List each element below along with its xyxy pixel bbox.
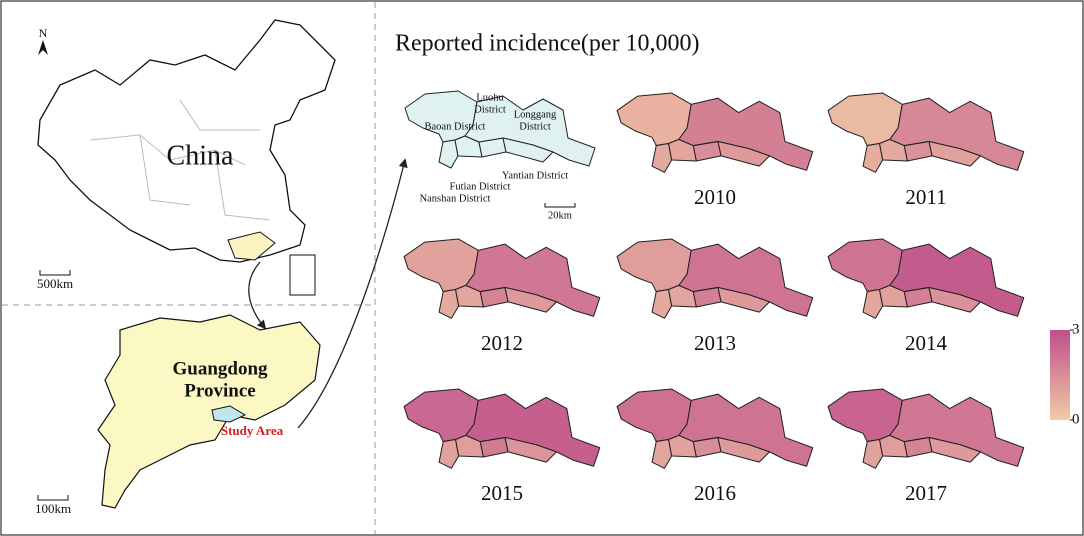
south-sea-inset <box>289 254 316 296</box>
district <box>928 286 982 313</box>
district <box>889 393 1025 467</box>
colorbar-label: 0 <box>1072 411 1080 427</box>
arrow <box>297 158 408 429</box>
district-label: Yantian District <box>502 170 568 181</box>
study-area-shape <box>211 405 247 423</box>
scale-label: 500km <box>37 276 73 291</box>
district <box>717 436 771 463</box>
title: Reported incidence(per 10,000) <box>395 31 700 57</box>
district <box>928 140 982 167</box>
year-map <box>616 388 814 469</box>
district <box>678 243 814 317</box>
district <box>438 288 460 319</box>
year-map <box>616 238 814 319</box>
scale-label: 20km <box>548 210 572 221</box>
guangdong-highlight <box>227 231 276 261</box>
district <box>889 97 1025 171</box>
year-label: 2017 <box>905 481 947 505</box>
district <box>862 142 884 173</box>
scale-bar <box>39 270 71 276</box>
district-label: Luohu <box>476 92 504 103</box>
district <box>862 438 884 469</box>
reference-district <box>464 95 596 167</box>
north-label: N <box>39 26 48 40</box>
district-label: Longgang <box>514 109 557 120</box>
province-label: Province <box>184 380 255 401</box>
year-map <box>403 238 601 319</box>
district-label: District <box>474 104 506 115</box>
colorbar-label: 3 <box>1072 321 1080 337</box>
reference-labels: Baoan District Luohu District Longgang D… <box>420 92 576 221</box>
reference-district <box>438 139 459 169</box>
district <box>678 393 814 467</box>
guangdong-outline <box>97 314 321 509</box>
district <box>862 288 884 319</box>
year-map <box>827 238 1025 319</box>
district <box>717 286 771 313</box>
district <box>928 436 982 463</box>
district <box>889 243 1025 317</box>
year-map <box>403 388 601 469</box>
year-label: 2016 <box>694 481 736 505</box>
district-label: Nanshan District <box>420 193 491 204</box>
year-label: 2011 <box>905 185 946 209</box>
arrow <box>248 261 267 330</box>
reference-map <box>404 90 596 169</box>
district <box>504 286 558 313</box>
year-map <box>827 92 1025 173</box>
district <box>504 436 558 463</box>
scale-bar <box>37 495 69 501</box>
district <box>651 438 673 469</box>
district-label: Futian District <box>450 181 511 192</box>
north-arrow <box>38 40 48 55</box>
year-label: 2013 <box>694 331 736 355</box>
district <box>678 97 814 171</box>
colorbar <box>1050 330 1070 420</box>
scale-bar <box>544 203 576 208</box>
province-borders <box>89 99 271 221</box>
year-map <box>616 92 814 173</box>
district <box>438 438 460 469</box>
year-map <box>827 388 1025 469</box>
year-label: 2015 <box>481 481 523 505</box>
reference-district <box>502 137 554 163</box>
district <box>651 288 673 319</box>
study-area-label: Study Area <box>221 423 284 438</box>
china-label: China <box>167 140 234 171</box>
district <box>465 393 601 467</box>
district-label: Baoan District <box>425 121 486 132</box>
year-label: 2012 <box>481 331 523 355</box>
province-label: Guangdong <box>172 358 268 379</box>
china-outline <box>37 19 336 263</box>
year-label: 2010 <box>694 185 736 209</box>
district <box>651 142 673 173</box>
district-label: District <box>519 121 551 132</box>
scale-label: 100km <box>35 501 71 516</box>
year-label: 2014 <box>905 331 948 355</box>
district <box>717 140 771 167</box>
district <box>465 243 601 317</box>
